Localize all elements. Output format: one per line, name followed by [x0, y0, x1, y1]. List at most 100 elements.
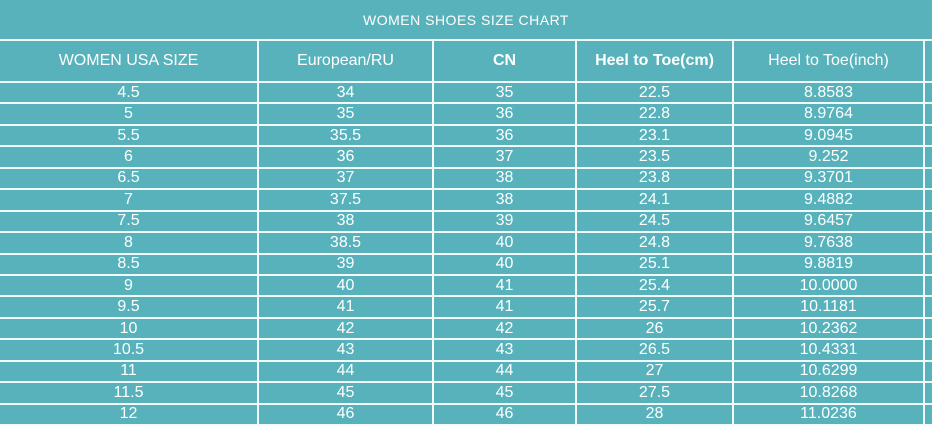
- table-cell: 7: [0, 190, 259, 210]
- table-cell: 38: [259, 211, 434, 232]
- header-row: WOMEN USA SIZE European/RU CN Heel to Toe(c…: [0, 41, 932, 83]
- table-cell: 9.4882: [734, 190, 925, 210]
- row-edge-spacer: [925, 255, 932, 274]
- table-cell: 37.5: [259, 190, 434, 210]
- row-edge-spacer: [925, 233, 932, 252]
- column-header-1: WOMEN USA SIZE: [0, 41, 259, 83]
- table-cell: 9: [0, 275, 259, 296]
- row-edge-spacer: [925, 126, 932, 145]
- table-cell: 11.0236: [734, 404, 925, 424]
- table-cell: 28: [577, 404, 734, 424]
- table-cell: 10.1181: [734, 297, 925, 317]
- table-cell: 6: [0, 147, 259, 167]
- row-edge-spacer: [925, 297, 932, 316]
- row-edge-spacer: [925, 147, 932, 166]
- row-edge-spacer: [925, 276, 932, 295]
- table-cell: 39: [434, 211, 577, 232]
- table-cell: 43: [434, 340, 577, 360]
- table-cell: 38: [434, 168, 577, 189]
- chart-title: WOMEN SHOES SIZE CHART: [0, 0, 932, 41]
- table-cell: 24.1: [577, 190, 734, 210]
- table-cell: 40: [434, 254, 577, 274]
- table-cell: 39: [259, 254, 434, 274]
- table-row: 9 40 41 25.4 10.0000: [0, 275, 932, 298]
- table-cell: 5.5: [0, 125, 259, 146]
- header-edge-spacer: [925, 41, 932, 83]
- table-row: 6.5 37 38 23.8 9.3701: [0, 168, 932, 191]
- table-cell: 44: [434, 361, 577, 382]
- table-cell: 27: [577, 361, 734, 382]
- table-cell: 23.5: [577, 147, 734, 167]
- table-row: 4.5 34 35 22.5 8.8583: [0, 83, 932, 105]
- table-cell: 42: [434, 318, 577, 339]
- table-cell: 11: [0, 361, 259, 382]
- table-cell: 10.0000: [734, 275, 925, 296]
- table-cell: 8.9764: [734, 104, 925, 124]
- table-cell: 36: [434, 104, 577, 124]
- table-cell: 25.4: [577, 275, 734, 296]
- table-cell: 36: [434, 125, 577, 146]
- row-edge-spacer: [925, 104, 932, 123]
- table-cell: 25.7: [577, 297, 734, 317]
- table-cell: 27.5: [577, 383, 734, 403]
- table-cell: 34: [259, 83, 434, 103]
- table-cell: 7.5: [0, 211, 259, 232]
- table-cell: 41: [434, 275, 577, 296]
- table-cell: 8.8583: [734, 83, 925, 103]
- table-cell: 10.5: [0, 340, 259, 360]
- table-cell: 5: [0, 104, 259, 124]
- column-header-4: Heel to Toe(cm): [577, 41, 734, 83]
- table-cell: 45: [259, 383, 434, 403]
- table-cell: 45: [434, 383, 577, 403]
- table-cell: 4.5: [0, 83, 259, 103]
- row-edge-spacer: [925, 340, 932, 359]
- table-cell: 8: [0, 233, 259, 253]
- table-cell: 9.5: [0, 297, 259, 317]
- table-cell: 38.5: [259, 233, 434, 253]
- table-cell: 10.2362: [734, 318, 925, 339]
- row-edge-spacer: [925, 362, 932, 381]
- table-row: 11 44 44 27 10.6299: [0, 361, 932, 384]
- table-cell: 37: [259, 168, 434, 189]
- table-cell: 10.8268: [734, 383, 925, 403]
- table-row: 6 36 37 23.5 9.252: [0, 147, 932, 169]
- table-cell: 12: [0, 404, 259, 424]
- table-cell: 26.5: [577, 340, 734, 360]
- table-row: 11.5 45 45 27.5 10.8268: [0, 383, 932, 405]
- row-edge-spacer: [925, 383, 932, 402]
- table-row: 5 35 36 22.8 8.9764: [0, 104, 932, 126]
- table-row: 12 46 46 28 11.0236: [0, 404, 932, 426]
- table-cell: 23.8: [577, 168, 734, 189]
- column-header-5: Heel to Toe(inch): [734, 41, 925, 83]
- table-cell: 9.8819: [734, 254, 925, 274]
- row-edge-spacer: [925, 405, 932, 424]
- table-cell: 26: [577, 318, 734, 339]
- table-cell: 22.8: [577, 104, 734, 124]
- table-cell: 41: [434, 297, 577, 317]
- row-edge-spacer: [925, 83, 932, 102]
- table-cell: 10.6299: [734, 361, 925, 382]
- table-cell: 37: [434, 147, 577, 167]
- table-row: 5.5 35.5 36 23.1 9.0945: [0, 125, 932, 148]
- table-cell: 24.5: [577, 211, 734, 232]
- table-cell: 35.5: [259, 125, 434, 146]
- column-header-3: CN: [434, 41, 577, 83]
- table-cell: 9.252: [734, 147, 925, 167]
- table-cell: 42: [259, 318, 434, 339]
- table-cell: 9.6457: [734, 211, 925, 232]
- table-row: 7.5 38 39 24.5 9.6457: [0, 211, 932, 234]
- table-cell: 8.5: [0, 254, 259, 274]
- row-edge-spacer: [925, 190, 932, 209]
- table-cell: 36: [259, 147, 434, 167]
- table-row: 9.5 41 41 25.7 10.1181: [0, 297, 932, 319]
- table-cell: 10: [0, 318, 259, 339]
- table-cell: 25.1: [577, 254, 734, 274]
- table-cell: 40: [259, 275, 434, 296]
- row-edge-spacer: [925, 212, 932, 231]
- table-cell: 43: [259, 340, 434, 360]
- table-cell: 9.0945: [734, 125, 925, 146]
- table-row: 10.5 43 43 26.5 10.4331: [0, 340, 932, 362]
- table-row: 7 37.5 38 24.1 9.4882: [0, 190, 932, 212]
- table-cell: 22.5: [577, 83, 734, 103]
